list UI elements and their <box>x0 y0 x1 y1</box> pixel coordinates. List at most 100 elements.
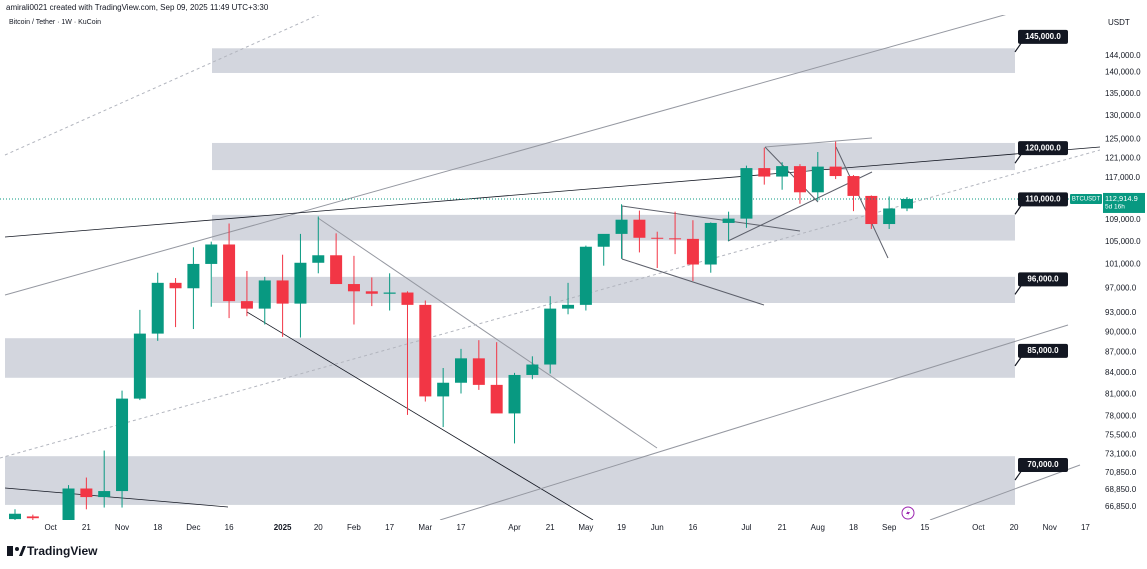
candle-body <box>133 333 146 399</box>
candle-body <box>187 263 200 289</box>
candle-body <box>740 168 753 219</box>
candles <box>9 141 913 543</box>
x-tick-label: 17 <box>1081 523 1090 532</box>
y-tick-label: 105,000.0 <box>1105 237 1141 246</box>
zone <box>212 214 1015 241</box>
trendline <box>764 146 819 203</box>
y-tick-label: 78,000.0 <box>1105 412 1137 421</box>
trendline <box>621 205 801 232</box>
y-tick-label: 135,000.0 <box>1105 89 1141 98</box>
logo-shape <box>15 547 19 551</box>
zone <box>212 142 1015 171</box>
candle-body <box>312 255 325 263</box>
level-label: 85,000.0 <box>1027 346 1059 355</box>
candle-body <box>597 233 610 247</box>
price-box <box>1103 192 1145 213</box>
candle-body <box>651 237 664 239</box>
level-label: 120,000.0 <box>1025 143 1061 152</box>
trendline <box>246 311 594 520</box>
candle-body <box>240 301 253 309</box>
trendline <box>621 258 765 306</box>
logo-shape <box>19 546 26 556</box>
level-box <box>1018 272 1068 287</box>
zones <box>5 48 1015 505</box>
trendline <box>764 137 873 148</box>
x-tick-label: 15 <box>920 523 929 532</box>
x-tick-label: 16 <box>225 523 234 532</box>
event-bolt <box>906 509 910 517</box>
candle-body <box>758 168 771 177</box>
logo-text: TradingView <box>27 544 98 558</box>
candle-body <box>562 304 575 309</box>
candle-body <box>26 516 39 519</box>
y-tick-label: 130,000.0 <box>1105 111 1141 120</box>
x-tick-label: Nov <box>1043 523 1057 532</box>
x-tick-label: 21 <box>82 523 91 532</box>
y-tick-label: 90,000.0 <box>1105 327 1137 336</box>
drawings <box>0 15 1100 520</box>
y-tick-label: 109,000.0 <box>1105 215 1141 224</box>
candle-body <box>437 382 450 397</box>
candle-body <box>579 246 592 305</box>
candle-body <box>419 304 432 397</box>
y-tick-label: 101,000.0 <box>1105 260 1141 269</box>
currency-label: USDT <box>1108 18 1130 27</box>
candle-body <box>615 219 628 234</box>
candle-body <box>793 166 806 193</box>
candle-body <box>223 244 236 302</box>
x-tick-label: 19 <box>617 523 626 532</box>
level-label: 145,000.0 <box>1025 32 1061 41</box>
x-tick-label: 18 <box>153 523 162 532</box>
candle-body <box>811 166 824 193</box>
x-tick-label: 21 <box>546 523 555 532</box>
y-tick-label: 140,000.0 <box>1105 68 1141 77</box>
symbol-line: Bitcoin / Tether · 1W · KuCoin <box>9 19 101 26</box>
y-tick-label: 125,000.0 <box>1105 134 1141 143</box>
symbol-label: BTCUSDT <box>1072 197 1101 203</box>
x-tick-label: 17 <box>385 523 394 532</box>
x-tick-label: Feb <box>347 523 361 532</box>
level-label: 110,000.0 <box>1025 194 1061 203</box>
candle-body <box>544 308 557 365</box>
x-tick-label: 2025 <box>274 523 292 532</box>
overlay: 145,000.0 120,000.0 110,000.0 96,000.0 85,00… <box>0 29 1145 481</box>
zone <box>5 456 1015 505</box>
x-tick-label: Jul <box>741 523 751 532</box>
x-tick-label: Oct <box>44 523 57 532</box>
price-label: 112,914.9 <box>1105 194 1138 203</box>
candle-body <box>722 218 735 223</box>
x-tick-label: 17 <box>457 523 466 532</box>
level-box <box>1018 141 1068 156</box>
x-tick-label: Mar <box>418 523 432 532</box>
candle-body <box>508 374 521 414</box>
y-tick-label: 68,850.0 <box>1105 485 1137 494</box>
level-label: 70,000.0 <box>1027 460 1059 469</box>
candle-body <box>686 238 699 265</box>
candle-body <box>776 166 789 177</box>
x-tick-label: 20 <box>314 523 323 532</box>
candle-body <box>205 244 218 264</box>
candle-body <box>80 488 93 498</box>
trendline <box>4 15 1007 296</box>
x-tick-label: Nov <box>115 523 129 532</box>
logo-mark <box>7 546 26 556</box>
symbol-box <box>1070 193 1102 204</box>
trendline <box>4 15 320 156</box>
y-tick-label: 93,000.0 <box>1105 308 1137 317</box>
trendline <box>317 217 658 449</box>
x-tick-label: 20 <box>1010 523 1019 532</box>
zone <box>212 276 1015 303</box>
y-tick-label: 97,000.0 <box>1105 283 1137 292</box>
y-tick-label: 87,000.0 <box>1105 347 1137 356</box>
candle-body <box>45 534 57 543</box>
y-tick-label: 144,000.0 <box>1105 51 1141 60</box>
x-tick-label: 18 <box>849 523 858 532</box>
x-tick-label: Dec <box>186 523 200 532</box>
level-box <box>1018 343 1068 358</box>
candle-body <box>294 262 307 304</box>
candle-body <box>9 513 21 520</box>
y-tick-label: 70,850.0 <box>1105 468 1137 477</box>
y-tick-label: 66,850.0 <box>1105 502 1137 511</box>
